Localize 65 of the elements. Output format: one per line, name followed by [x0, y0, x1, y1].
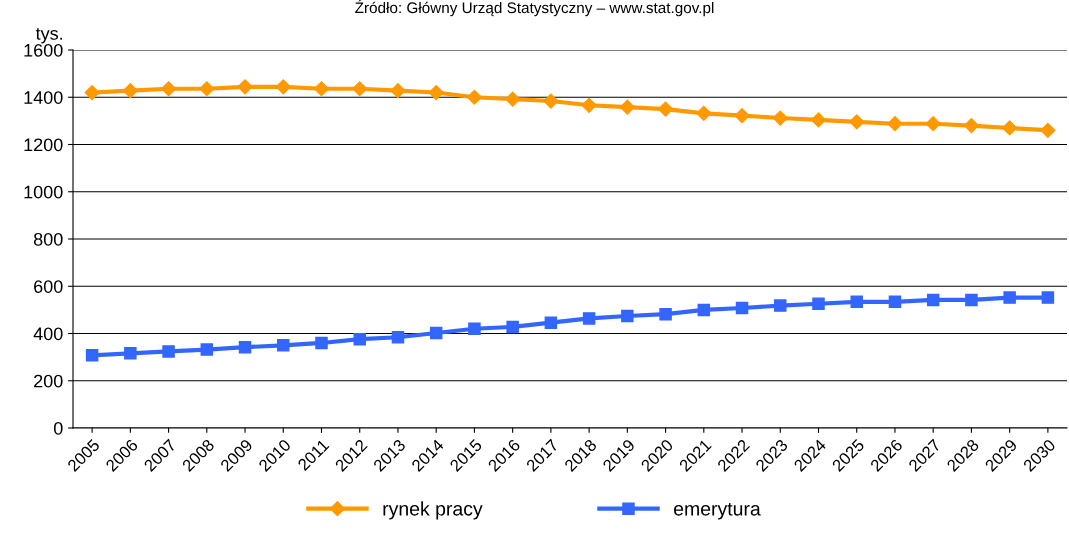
point [925, 116, 941, 132]
point [1040, 122, 1056, 138]
point [466, 89, 482, 105]
point [963, 118, 979, 134]
point [161, 81, 177, 97]
point [313, 81, 330, 97]
point [124, 347, 137, 360]
point [697, 303, 711, 317]
point [619, 99, 635, 115]
text: Źródło: Główny Urząd Statystyczny – www.stat.gov.pl [355, 0, 714, 17]
point [238, 340, 252, 354]
point [85, 348, 99, 362]
y-tick-label: 1400 [24, 91, 63, 104]
point [734, 108, 750, 124]
point [353, 332, 366, 346]
point [352, 81, 368, 97]
y-tick-label: 800 [33, 232, 63, 246]
legend-label: rynek pracy [383, 501, 483, 520]
point [582, 312, 596, 325]
y-tick-label: 1600 [24, 43, 63, 57]
point [926, 293, 940, 307]
y-axis-title: tys. [35, 28, 63, 44]
point [506, 320, 519, 334]
point [887, 116, 903, 132]
point [1041, 291, 1055, 304]
point [696, 105, 712, 121]
point [505, 91, 521, 107]
point [428, 84, 444, 101]
point [774, 299, 787, 312]
point [849, 114, 865, 130]
point [544, 316, 558, 329]
point [659, 307, 672, 321]
point [658, 101, 674, 117]
y-tick-label: 1000 [24, 185, 63, 199]
point [84, 84, 100, 101]
point [199, 81, 215, 97]
point [1002, 120, 1018, 136]
point [390, 83, 406, 99]
point [772, 110, 788, 126]
point [621, 309, 634, 323]
y-tick-label: 0 [53, 421, 63, 435]
y-tick-label: 1200 [24, 138, 63, 152]
point [850, 295, 863, 309]
point [1003, 291, 1016, 304]
point [429, 326, 443, 340]
point [275, 79, 291, 95]
point [315, 336, 328, 350]
point [735, 301, 749, 315]
y-tick-label: 400 [33, 327, 63, 341]
point [237, 79, 253, 95]
point [391, 331, 405, 344]
point [810, 112, 827, 128]
y-tick-label: 600 [34, 280, 63, 293]
point [200, 343, 214, 356]
point [581, 97, 597, 113]
point [162, 345, 175, 358]
point [277, 339, 290, 352]
point [468, 322, 481, 336]
y-tick-label: 200 [34, 374, 63, 388]
point [543, 93, 559, 109]
point [888, 295, 902, 309]
point [965, 293, 978, 307]
point [122, 83, 138, 99]
point [812, 297, 825, 310]
legend-label: emerytura [674, 502, 761, 520]
